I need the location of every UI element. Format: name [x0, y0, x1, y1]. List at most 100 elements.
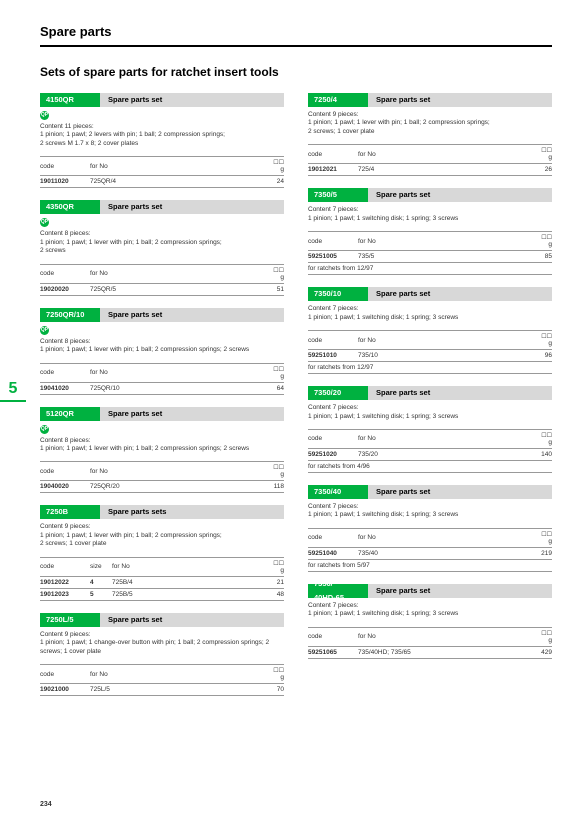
table-cell: 70	[216, 684, 284, 696]
table-cell: 735/5	[358, 251, 479, 263]
table-cell: 725/4	[358, 164, 479, 176]
table-cell: 21	[225, 576, 284, 588]
table-header: code	[308, 627, 358, 646]
product-block: 5120QRSpare parts setQPContent 8 pieces:…	[40, 407, 284, 494]
table-header: code	[40, 264, 90, 283]
product-block: 7250BSpare parts sets Content 9 pieces: 1…	[40, 505, 284, 600]
chapter-number: 5	[0, 380, 26, 398]
cart-icon: ☐☐	[216, 667, 284, 674]
data-table: codefor No☐☐g59251040735/40219for ratche…	[308, 528, 552, 572]
cart-icon: ☐☐	[483, 432, 552, 439]
table-cell: 59251005	[308, 251, 358, 263]
table-row: 19021000725L/570	[40, 684, 284, 696]
table-cell: 59251020	[308, 448, 358, 460]
table-cell: 725QR/5	[90, 283, 227, 295]
table-cell: 26	[479, 164, 552, 176]
content-description: Content 7 pieces: 1 pinion; 1 pawl; 1 sw…	[308, 206, 552, 223]
table-cell: 5	[90, 588, 112, 600]
product-tag: 7250B	[40, 505, 100, 519]
product-tag: 7350/40	[308, 485, 368, 499]
table-row: 59251010735/1096	[308, 350, 552, 362]
table-cell: 85	[479, 251, 552, 263]
product-title: Spare parts set	[100, 613, 284, 627]
product-tag: 7250L/5	[40, 613, 100, 627]
table-header: ☐☐g	[519, 627, 552, 646]
table-cell: 19021000	[40, 684, 90, 696]
product-title: Spare parts set	[368, 287, 552, 301]
side-bar	[0, 400, 26, 402]
table-header: size	[90, 557, 112, 576]
table-row: 19041020725QR/1064	[40, 382, 284, 394]
table-header: code	[40, 157, 90, 176]
table-cell: 725B/5	[112, 588, 225, 600]
table-cell: 51	[227, 283, 284, 295]
table-cell: 118	[232, 481, 284, 493]
block-header: 4350QRSpare parts set	[40, 200, 284, 214]
content-description: Content 8 pieces: 1 pinion; 1 pawl; 1 le…	[40, 338, 284, 355]
cart-icon: ☐☐	[479, 234, 552, 241]
table-note-row: for ratchets from 12/97	[308, 362, 552, 374]
table-cell: 429	[519, 646, 552, 658]
table-row: 19020020725QR/551	[40, 283, 284, 295]
table-cell: 735/20	[358, 448, 483, 460]
table-header: ☐☐g	[479, 145, 552, 164]
table-header: for No	[358, 331, 484, 350]
table-header: for No	[358, 627, 519, 646]
product-title: Spare parts set	[100, 200, 284, 214]
product-block: 7250L/5Spare parts setContent 9 pieces: …	[40, 613, 284, 696]
table-row: 59251020735/20140	[308, 448, 552, 460]
product-block: 4350QRSpare parts set QP Content 8 pieces:…	[40, 200, 284, 295]
content-description: Content 7 pieces: 1 pinion; 1 pawl; 1 sw…	[308, 305, 552, 322]
product-title: Spare parts sets	[100, 505, 284, 519]
data-table: codefor No☐☐g59251010735/1096for ratchet…	[308, 330, 552, 374]
product-tag: 7250/4	[308, 93, 368, 107]
content-description: Content 9 pieces: 1 pinion; 1 pawl; 1 le…	[308, 111, 552, 136]
product-title: Spare parts set	[100, 407, 284, 421]
content-description: Content 8 pieces: 1 pinion; 1 pawl; 1 le…	[40, 230, 284, 255]
table-header: code	[308, 145, 358, 164]
product-tag: 7250QR/10	[40, 308, 100, 322]
product-block: 7350/40Spare parts setContent 7 pieces: …	[308, 485, 552, 572]
table-row: 190120224725B/421	[40, 576, 284, 588]
product-tag: 4150QR	[40, 93, 100, 107]
table-header: ☐☐g	[484, 331, 552, 350]
table-row: 59251005735/585	[308, 251, 552, 263]
product-title: Spare parts set	[368, 386, 552, 400]
content-description: Content 8 pieces: 1 pinion; 1 pawl; 1 le…	[40, 437, 284, 454]
table-row: 19011020725QR/424	[40, 176, 284, 188]
table-header: code	[308, 528, 358, 547]
block-header: 7350/ 40HD-65Spare parts set	[308, 584, 552, 598]
table-cell: 19041020	[40, 382, 90, 394]
table-cell: 19020020	[40, 283, 90, 295]
data-table: codefor No☐☐g19041020725QR/1064	[40, 363, 284, 395]
table-header: ☐☐g	[232, 363, 284, 382]
product-block: 7350/5Spare parts setContent 7 pieces: 1…	[308, 188, 552, 275]
product-block: 7350/10Spare parts setContent 7 pieces: …	[308, 287, 552, 374]
table-header: for No	[358, 429, 483, 448]
qp-badge-icon: QP	[40, 111, 49, 120]
table-cell: 64	[232, 382, 284, 394]
data-table: codefor No☐☐g19011020725QR/424	[40, 156, 284, 188]
product-tag: 7350/5	[308, 188, 368, 202]
section-title: Sets of spare parts for ratchet insert t…	[40, 65, 552, 79]
cart-icon: ☐☐	[479, 147, 552, 154]
table-header: for No	[90, 157, 227, 176]
table-row: 59251040735/40219	[308, 547, 552, 559]
page-title: Spare parts	[40, 24, 552, 47]
table-cell: 59251040	[308, 547, 358, 559]
qp-badge-icon: QP	[40, 326, 49, 335]
content-description: Content 7 pieces: 1 pinion; 1 pawl; 1 sw…	[308, 602, 552, 619]
table-header: ☐☐g	[483, 528, 552, 547]
qp-badge-icon: QP	[40, 218, 49, 227]
table-cell: 24	[227, 176, 284, 188]
table-header: code	[40, 462, 90, 481]
product-title: Spare parts set	[368, 93, 552, 107]
content-description: Content 9 pieces: 1 pinion; 1 pawl; 1 le…	[40, 523, 284, 548]
product-title: Spare parts set	[100, 93, 284, 107]
page-number: 234	[40, 801, 52, 808]
table-cell: 735/40	[358, 547, 483, 559]
product-block: 7250/4Spare parts set Content 9 pieces: 1…	[308, 93, 552, 176]
block-header: 7350/40Spare parts set	[308, 485, 552, 499]
table-row: 190120235725B/548	[40, 588, 284, 600]
cart-icon: ☐☐	[484, 333, 552, 340]
